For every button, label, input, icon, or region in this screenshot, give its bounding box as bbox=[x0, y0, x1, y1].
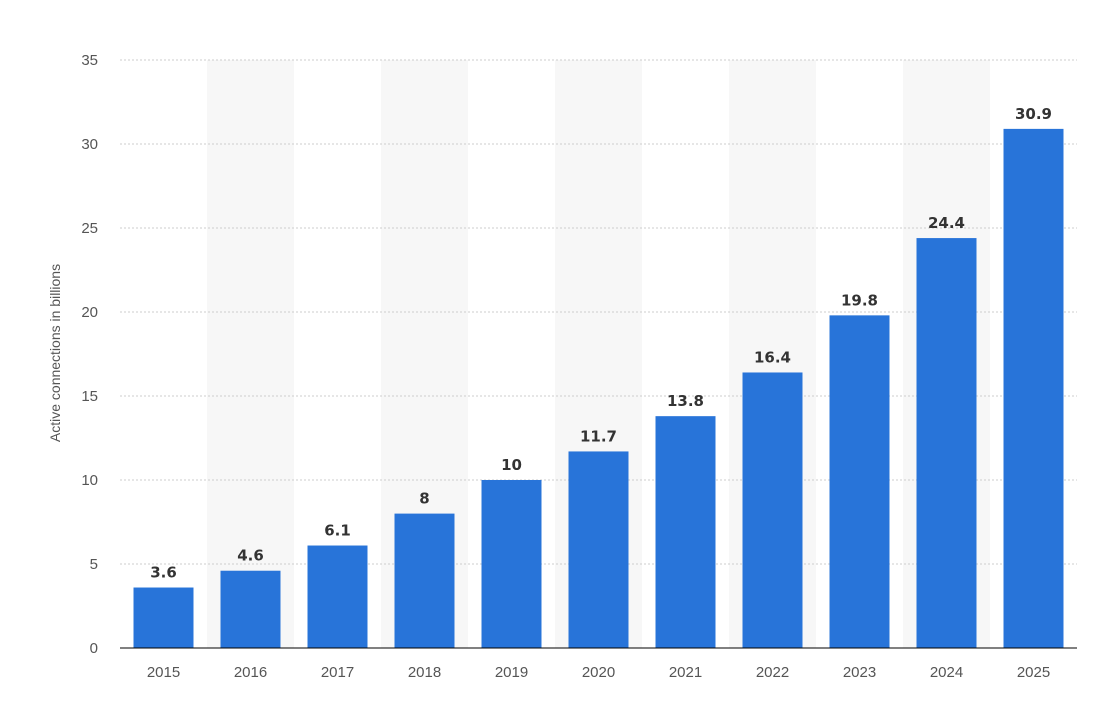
bar[interactable] bbox=[133, 587, 194, 648]
y-tick-label: 10 bbox=[81, 472, 98, 489]
data-label: 16.4 bbox=[754, 348, 791, 366]
bar[interactable] bbox=[1003, 128, 1064, 648]
data-label: 19.8 bbox=[841, 291, 878, 309]
x-tick-label: 2015 bbox=[147, 664, 180, 681]
bar[interactable] bbox=[742, 372, 803, 648]
data-label: 30.9 bbox=[1015, 105, 1052, 123]
x-tick-label: 2016 bbox=[234, 664, 267, 681]
bar[interactable] bbox=[916, 238, 977, 648]
data-label: 3.6 bbox=[150, 564, 177, 582]
y-tick-label: 30 bbox=[81, 136, 98, 153]
bar[interactable] bbox=[481, 480, 542, 648]
x-tick-label: 2018 bbox=[408, 664, 441, 681]
data-labels: 3.6 4.6 6.1 8 10 11.7 13.8 16.4 19.8 24.4 30.9 bbox=[150, 105, 1052, 582]
x-tick-label: 2022 bbox=[756, 664, 789, 681]
bars bbox=[133, 128, 1064, 648]
bar[interactable] bbox=[829, 315, 890, 648]
x-tick-label: 2024 bbox=[930, 664, 963, 681]
data-label: 6.1 bbox=[324, 522, 351, 540]
bar[interactable] bbox=[394, 513, 455, 648]
x-tick-label: 2025 bbox=[1017, 664, 1050, 681]
data-label: 24.4 bbox=[928, 214, 965, 232]
alternate-band bbox=[207, 60, 294, 648]
x-tick-label: 2023 bbox=[843, 664, 876, 681]
data-label: 11.7 bbox=[580, 427, 617, 445]
y-tick-label: 5 bbox=[90, 556, 98, 573]
x-tick-label: 2017 bbox=[321, 664, 354, 681]
data-label: 10 bbox=[501, 456, 522, 474]
x-tick-label: 2021 bbox=[669, 664, 702, 681]
y-tick-label: 25 bbox=[81, 220, 98, 237]
y-axis-title: Active connections in billions bbox=[47, 264, 63, 442]
x-tick-label: 2020 bbox=[582, 664, 615, 681]
bar[interactable] bbox=[655, 416, 716, 648]
y-axis-ticks: 0 5 10 15 20 25 30 35 bbox=[81, 52, 98, 657]
y-tick-label: 15 bbox=[81, 388, 98, 405]
y-tick-label: 20 bbox=[81, 304, 98, 321]
bar[interactable] bbox=[568, 451, 629, 648]
x-tick-label: 2019 bbox=[495, 664, 528, 681]
data-label: 4.6 bbox=[237, 547, 264, 565]
data-label: 13.8 bbox=[667, 392, 704, 410]
y-tick-label: 0 bbox=[90, 640, 98, 657]
data-label: 8 bbox=[419, 490, 429, 508]
y-tick-label: 35 bbox=[81, 52, 98, 69]
bar[interactable] bbox=[220, 570, 281, 648]
x-axis-ticks: 2015 2016 2017 2018 2019 2020 2021 2022 2023 2024… bbox=[147, 664, 1050, 681]
bar[interactable] bbox=[307, 545, 368, 648]
